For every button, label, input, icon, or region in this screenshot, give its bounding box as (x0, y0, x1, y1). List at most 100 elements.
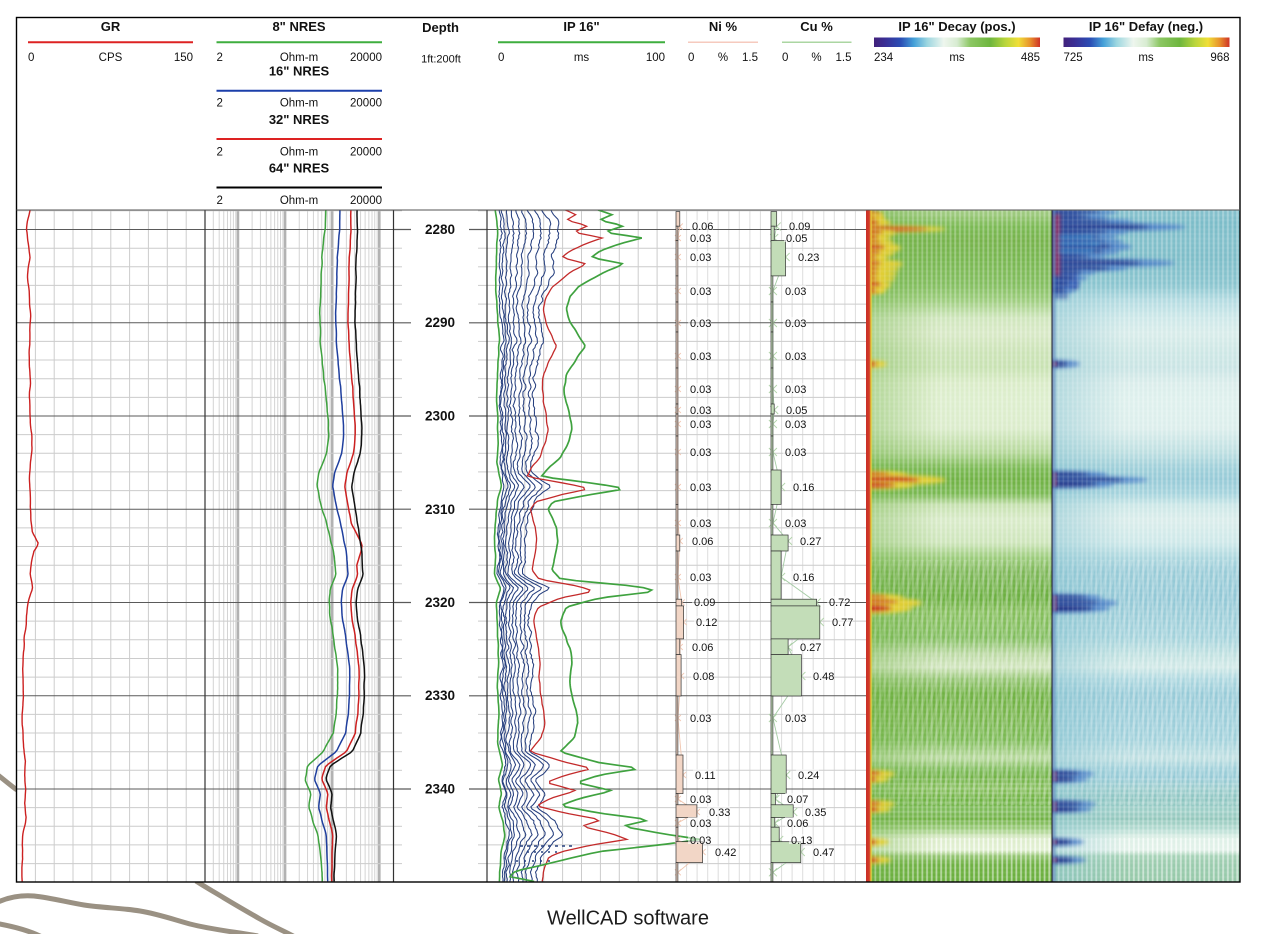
svg-text:%: % (811, 52, 821, 64)
svg-text:0: 0 (782, 52, 788, 64)
svg-text:2: 2 (217, 52, 223, 64)
svg-text:0.03: 0.03 (690, 794, 711, 806)
svg-text:CPS: CPS (99, 52, 123, 64)
svg-text:2: 2 (217, 98, 223, 110)
svg-text:0.03: 0.03 (690, 447, 711, 459)
svg-text:0.27: 0.27 (800, 642, 821, 654)
svg-text:0.03: 0.03 (785, 447, 806, 459)
svg-text:1.5: 1.5 (836, 52, 852, 64)
svg-text:0.06: 0.06 (692, 536, 713, 548)
svg-text:Ohm-m: Ohm-m (280, 98, 318, 110)
svg-text:234: 234 (874, 52, 894, 64)
svg-text:0.03: 0.03 (690, 713, 711, 725)
svg-text:0.03: 0.03 (690, 286, 711, 298)
svg-text:0.72: 0.72 (829, 597, 850, 609)
svg-text:2310: 2310 (425, 502, 455, 517)
svg-text:0.03: 0.03 (785, 713, 806, 725)
svg-text:0.03: 0.03 (785, 419, 806, 431)
svg-text:0.03: 0.03 (690, 419, 711, 431)
svg-text:0.03: 0.03 (690, 318, 711, 330)
svg-text:0.06: 0.06 (692, 221, 713, 233)
svg-text:GR: GR (101, 19, 121, 34)
svg-text:0.07: 0.07 (787, 794, 808, 806)
svg-text:ms: ms (949, 52, 965, 64)
svg-text:1.5: 1.5 (742, 52, 758, 64)
svg-text:0.05: 0.05 (786, 233, 807, 245)
svg-text:0.03: 0.03 (785, 518, 806, 530)
svg-text:0.03: 0.03 (785, 286, 806, 298)
svg-text:2300: 2300 (425, 409, 455, 424)
svg-text:16" NRES: 16" NRES (269, 64, 330, 79)
svg-text:IP 16": IP 16" (563, 19, 599, 34)
svg-text:485: 485 (1021, 52, 1040, 64)
svg-text:64" NRES: 64" NRES (269, 161, 330, 176)
svg-text:0.03: 0.03 (690, 233, 711, 245)
svg-text:0.33: 0.33 (709, 807, 730, 819)
svg-text:0.03: 0.03 (690, 835, 711, 847)
svg-text:0: 0 (498, 52, 504, 64)
svg-text:0.42: 0.42 (715, 847, 736, 859)
svg-text:0.06: 0.06 (787, 818, 808, 830)
svg-text:32" NRES: 32" NRES (269, 112, 330, 127)
svg-text:0.03: 0.03 (690, 405, 711, 417)
svg-text:20000: 20000 (350, 98, 382, 110)
svg-text:0.24: 0.24 (798, 770, 819, 782)
svg-text:1ft:200ft: 1ft:200ft (421, 54, 461, 66)
svg-text:0.03: 0.03 (785, 351, 806, 363)
svg-text:725: 725 (1064, 52, 1083, 64)
svg-text:IP 16" Defay (neg.): IP 16" Defay (neg.) (1089, 19, 1203, 34)
svg-text:Ohm-m: Ohm-m (280, 146, 318, 158)
svg-text:0.03: 0.03 (690, 252, 711, 264)
svg-text:20000: 20000 (350, 52, 382, 64)
svg-text:0: 0 (28, 52, 34, 64)
svg-text:Ni %: Ni % (709, 19, 738, 34)
svg-text:0.09: 0.09 (694, 597, 715, 609)
svg-text:0: 0 (688, 52, 694, 64)
svg-text:ms: ms (574, 52, 590, 64)
svg-text:0.23: 0.23 (798, 252, 819, 264)
svg-text:0.03: 0.03 (785, 318, 806, 330)
svg-text:0.06: 0.06 (692, 642, 713, 654)
svg-text:%: % (718, 52, 728, 64)
svg-text:0.09: 0.09 (789, 221, 810, 233)
svg-text:WellCAD software: WellCAD software (547, 908, 709, 930)
svg-text:0.48: 0.48 (813, 671, 834, 683)
svg-text:2340: 2340 (425, 782, 455, 797)
svg-text:0.03: 0.03 (690, 518, 711, 530)
svg-text:0.03: 0.03 (690, 384, 711, 396)
svg-text:Ohm-m: Ohm-m (280, 195, 318, 207)
svg-text:0.08: 0.08 (693, 671, 714, 683)
svg-text:0.16: 0.16 (793, 572, 814, 584)
svg-text:2280: 2280 (425, 222, 455, 237)
svg-text:IP 16" Decay (pos.): IP 16" Decay (pos.) (898, 19, 1015, 34)
svg-text:2320: 2320 (425, 595, 455, 610)
svg-text:0.03: 0.03 (785, 384, 806, 396)
svg-text:0.03: 0.03 (690, 572, 711, 584)
svg-text:0.05: 0.05 (786, 405, 807, 417)
svg-text:2: 2 (217, 146, 223, 158)
svg-text:100: 100 (646, 52, 665, 64)
svg-text:0.47: 0.47 (813, 847, 834, 859)
svg-text:8" NRES: 8" NRES (272, 19, 325, 34)
svg-text:0.03: 0.03 (690, 818, 711, 830)
svg-text:0.77: 0.77 (832, 617, 853, 629)
svg-text:150: 150 (174, 52, 193, 64)
svg-text:2290: 2290 (425, 315, 455, 330)
svg-text:0.11: 0.11 (695, 770, 716, 782)
svg-text:968: 968 (1210, 52, 1229, 64)
svg-text:0.13: 0.13 (791, 835, 812, 847)
svg-text:0.03: 0.03 (690, 351, 711, 363)
svg-text:0.35: 0.35 (805, 807, 826, 819)
svg-text:0.12: 0.12 (696, 617, 717, 629)
svg-text:ms: ms (1138, 52, 1154, 64)
svg-text:Cu %: Cu % (800, 19, 833, 34)
svg-text:20000: 20000 (350, 146, 382, 158)
svg-text:0.27: 0.27 (800, 536, 821, 548)
svg-text:0.16: 0.16 (793, 482, 814, 494)
svg-text:2330: 2330 (425, 688, 455, 703)
svg-text:Ohm-m: Ohm-m (280, 52, 318, 64)
svg-text:Depth: Depth (422, 20, 459, 35)
svg-text:0.03: 0.03 (690, 482, 711, 494)
svg-text:20000: 20000 (350, 195, 382, 207)
svg-text:2: 2 (217, 195, 223, 207)
